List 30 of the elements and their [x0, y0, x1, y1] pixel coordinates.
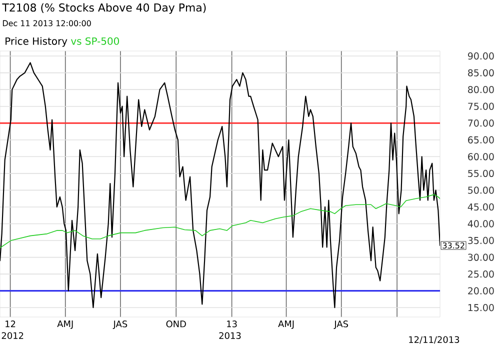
text: 2012 — [2, 332, 24, 339]
y-tick-label: 20.00 — [468, 287, 494, 294]
y-tick-label: 75.00 — [468, 102, 494, 110]
text: Price History — [6, 37, 68, 47]
x-tick-label: AMJ — [278, 320, 294, 329]
text: vs SP-500 — [70, 37, 120, 45]
y-tick-label: 35.00 — [468, 236, 494, 244]
y-tick-label: 30.00 — [468, 254, 494, 261]
chart-title: T2108 (% Stocks Above 40 Day Pma) — [2, 3, 206, 14]
y-tick-label: 70.00 — [468, 120, 494, 127]
x-tick-label: AMJ — [57, 320, 73, 329]
y-tick-label: 60.00 — [468, 153, 494, 160]
y-tick-label: 50.00 — [468, 186, 494, 194]
x-tick-label: JAS — [112, 320, 128, 329]
x-tick-label: JAS — [334, 320, 348, 329]
y-tick-label: 45.00 — [468, 203, 494, 211]
y-tick-label: 40.00 — [468, 220, 494, 228]
x-tick-label: 12 — [6, 320, 16, 328]
text: 12/11/2013 — [409, 336, 460, 344]
line-series — [0, 194, 440, 248]
y-tick-label: 85.00 — [468, 69, 494, 76]
y-tick-label: 80.00 — [468, 86, 494, 94]
y-tick-label: 55.00 — [468, 170, 494, 178]
y-tick-label: 65.00 — [468, 136, 494, 144]
x-tick-label: 13 — [227, 320, 237, 328]
y-tick-label: 25.00 — [468, 270, 494, 278]
text: 2013 — [219, 332, 241, 339]
x-tick-label: OND — [166, 320, 186, 328]
y-tick-label: 15.00 — [468, 304, 494, 312]
y-tick-label: 90.00 — [468, 52, 494, 60]
